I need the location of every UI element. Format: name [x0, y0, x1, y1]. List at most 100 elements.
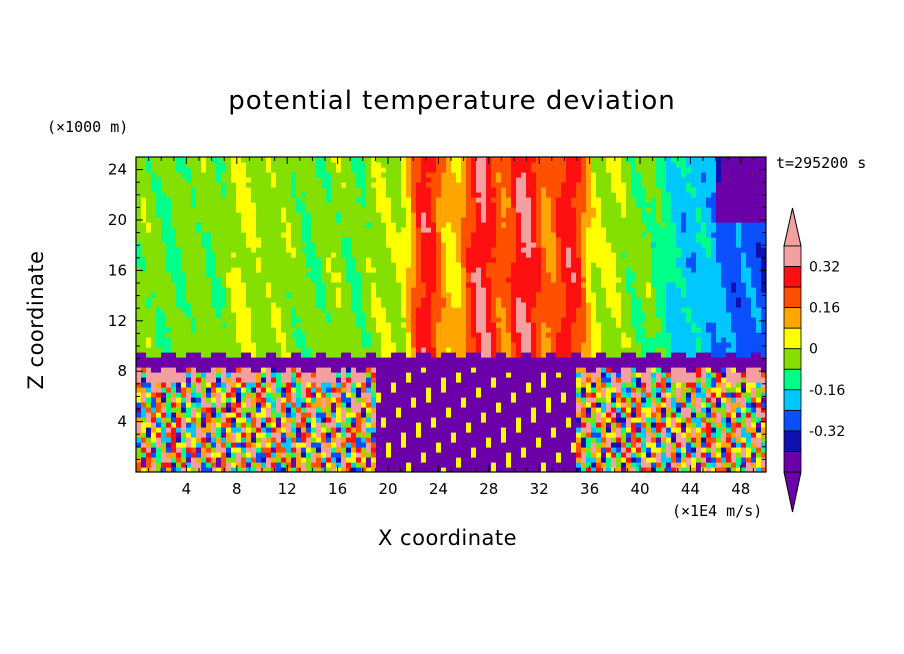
field-cell [181, 312, 187, 318]
field-cell [206, 417, 212, 423]
field-cell [441, 402, 447, 408]
field-cell [376, 192, 382, 198]
field-cell [461, 327, 467, 333]
field-cell [136, 327, 142, 333]
field-cell [481, 302, 487, 308]
field-cell [526, 427, 532, 433]
field-cell [161, 412, 167, 418]
field-cell [301, 467, 307, 472]
field-cell [451, 197, 457, 203]
field-cell [256, 352, 262, 358]
field-cell [336, 187, 342, 193]
field-cell [371, 157, 377, 163]
field-cell [236, 307, 242, 313]
field-cell [286, 377, 292, 383]
field-cell [366, 367, 372, 373]
field-cell [476, 197, 482, 203]
field-cell [266, 452, 272, 458]
field-cell [161, 192, 167, 198]
field-cell [421, 202, 427, 208]
field-cell [276, 317, 282, 323]
field-cell [486, 172, 492, 178]
field-cell [211, 347, 217, 353]
field-cell [156, 302, 162, 308]
field-cell [461, 317, 467, 323]
field-cell [296, 377, 302, 383]
field-cell [181, 407, 187, 413]
field-cell [211, 272, 217, 278]
field-cell [446, 372, 452, 378]
field-cell [161, 252, 167, 258]
field-cell [306, 252, 312, 258]
field-cell [341, 162, 347, 168]
field-cell [256, 442, 262, 448]
field-cell [281, 307, 287, 313]
field-cell [416, 317, 422, 323]
field-cell [466, 187, 472, 193]
field-cell [201, 412, 207, 418]
field-cell [266, 342, 272, 348]
field-cell [186, 302, 192, 308]
field-cell [141, 467, 147, 472]
field-cell [221, 262, 227, 268]
field-cell [416, 167, 422, 173]
field-cell [396, 227, 402, 233]
field-cell [291, 392, 297, 398]
field-cell [336, 272, 342, 278]
field-cell [211, 262, 217, 268]
field-cell [471, 372, 477, 378]
field-cell [281, 402, 287, 408]
field-cell [166, 177, 172, 183]
field-cell [426, 277, 432, 283]
field-cell [271, 342, 277, 348]
field-cell [251, 312, 257, 318]
field-cell [501, 237, 507, 243]
field-cell [381, 422, 387, 428]
field-cell [186, 417, 192, 423]
field-cell [341, 247, 347, 253]
field-cell [256, 247, 262, 253]
field-cell [501, 257, 507, 263]
field-cell [386, 387, 392, 393]
field-cell [441, 337, 447, 343]
field-cell [316, 332, 322, 338]
field-cell [291, 362, 297, 368]
field-cell [371, 272, 377, 278]
field-cell [336, 462, 342, 468]
field-cell [151, 422, 157, 428]
field-cell [471, 352, 477, 358]
field-cell [161, 207, 167, 213]
field-cell [316, 282, 322, 288]
field-cell [246, 352, 252, 358]
field-cell [471, 252, 477, 258]
field-cell [146, 457, 152, 463]
field-cell [146, 312, 152, 318]
field-cell [241, 317, 247, 323]
field-cell [306, 357, 312, 363]
field-cell [281, 157, 287, 163]
field-cell [176, 337, 182, 343]
field-cell [211, 402, 217, 408]
field-cell [236, 302, 242, 308]
field-cell [381, 232, 387, 238]
field-cell [381, 257, 387, 263]
field-cell [141, 292, 147, 298]
field-cell [516, 162, 522, 168]
field-cell [461, 207, 467, 213]
field-cell [281, 447, 287, 453]
field-cell [526, 202, 532, 208]
field-cell [156, 297, 162, 303]
field-cell [356, 312, 362, 318]
field-cell [301, 397, 307, 403]
field-cell [171, 427, 177, 433]
field-cell [141, 187, 147, 193]
field-cell [461, 352, 467, 358]
field-cell [341, 302, 347, 308]
field-cell [301, 377, 307, 383]
field-cell [411, 312, 417, 318]
field-cell [391, 297, 397, 303]
field-cell [256, 397, 262, 403]
field-cell [341, 397, 347, 403]
field-cell [261, 257, 267, 263]
field-cell [401, 247, 407, 253]
